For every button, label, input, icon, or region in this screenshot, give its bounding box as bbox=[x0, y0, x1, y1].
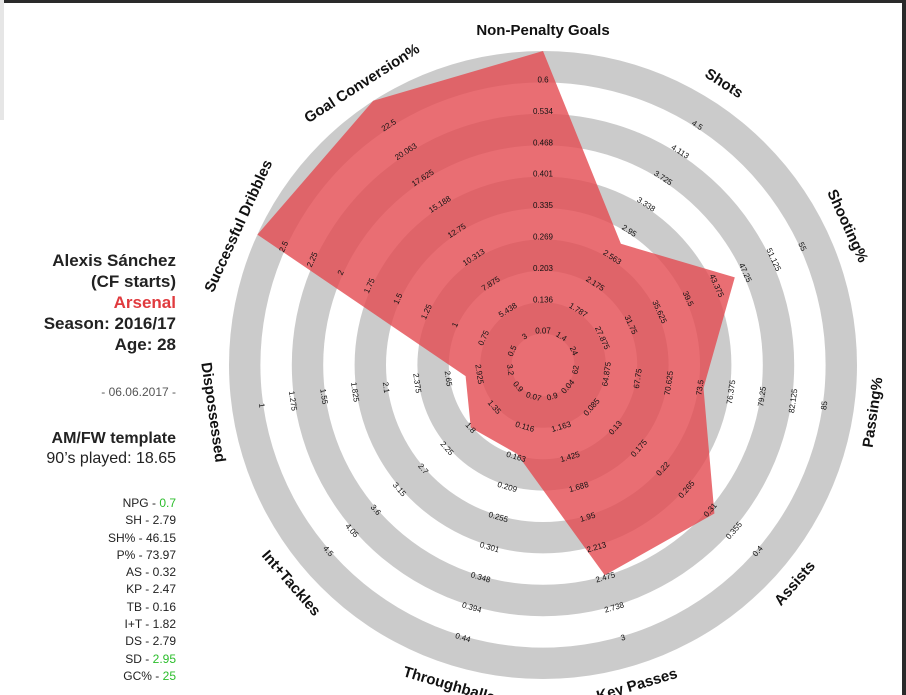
stat-label: SD bbox=[125, 651, 142, 666]
tick-label: 3 bbox=[620, 633, 627, 643]
tick-label: 0.07 bbox=[525, 390, 543, 403]
tick-label: 2.5 bbox=[277, 239, 290, 253]
stat-label: AS bbox=[125, 565, 142, 580]
player-season: Season: 2016/17 bbox=[43, 314, 176, 333]
report-date: - 06.06.2017 - bbox=[101, 385, 176, 399]
stats-list: NPG - 0.7 SH - 2.79 SH% - 46.15 P% - 73.97 A… bbox=[0, 495, 176, 685]
stat-value: 2.79 bbox=[152, 513, 176, 528]
stat-row: SH - 2.79 bbox=[125, 513, 176, 528]
tick-label: 0.44 bbox=[454, 631, 472, 644]
tick-label: 2.925 bbox=[473, 364, 485, 386]
stat-value: 25 bbox=[162, 668, 176, 683]
stat-value: 73.97 bbox=[145, 547, 176, 562]
tick-label: 62 bbox=[571, 364, 581, 375]
stat-value: 2.95 bbox=[152, 651, 176, 666]
tick-label: 70.625 bbox=[663, 370, 675, 396]
window-top-border bbox=[0, 0, 906, 3]
tick-label: 55 bbox=[796, 241, 808, 253]
stat-value: 0.7 bbox=[159, 496, 176, 510]
tick-label: 0.335 bbox=[533, 201, 554, 210]
stat-label: I+T bbox=[124, 617, 142, 632]
stat-label: P% bbox=[116, 547, 136, 562]
axis-label: Passing% bbox=[860, 376, 887, 449]
stat-row: SH% - 46.15 bbox=[107, 530, 176, 545]
tick-label: 3.2 bbox=[505, 364, 516, 377]
tick-label: 1.95 bbox=[579, 511, 597, 524]
stat-label: NPG bbox=[122, 496, 149, 510]
tick-label: 0.468 bbox=[533, 138, 554, 147]
tick-label: 0.9 bbox=[546, 391, 560, 403]
player-age: Age: 28 bbox=[114, 335, 176, 354]
stat-value: 2.79 bbox=[152, 634, 176, 649]
tick-label: 0.5 bbox=[506, 344, 519, 358]
player-info-panel: Alexis Sánchez (CF starts) Arsenal Seaso… bbox=[0, 250, 176, 685]
stat-row: SD - 2.95 bbox=[125, 651, 176, 666]
stat-row: DS - 2.79 bbox=[125, 634, 176, 649]
stat-value: 1.82 bbox=[152, 617, 176, 632]
tick-label: 2.375 bbox=[411, 373, 423, 395]
stat-value: 0.16 bbox=[152, 599, 176, 614]
player-name: Alexis Sánchez bbox=[52, 251, 176, 270]
tick-label: 2 bbox=[336, 268, 346, 276]
tick-label: 24 bbox=[568, 345, 580, 357]
player-position: (CF starts) bbox=[90, 272, 176, 291]
tick-label: 76.375 bbox=[725, 379, 737, 405]
stat-label: KP bbox=[126, 582, 142, 597]
stat-row: AS - 0.32 bbox=[125, 565, 176, 580]
stat-label: DS bbox=[125, 634, 142, 649]
stat-label: GC% bbox=[123, 668, 152, 683]
tick-label: 85 bbox=[819, 400, 829, 411]
template-title: AM/FW template bbox=[51, 430, 176, 447]
stat-row: GC% - 25 bbox=[123, 668, 176, 683]
axis-label: Shots bbox=[702, 65, 746, 102]
tick-label: 0.136 bbox=[533, 295, 554, 304]
player-club: Arsenal bbox=[113, 293, 176, 312]
tick-label: 1.55 bbox=[318, 388, 329, 405]
tick-label: 0.401 bbox=[533, 170, 554, 179]
tick-label: 64.875 bbox=[601, 361, 613, 387]
tick-label: 1.825 bbox=[349, 381, 361, 403]
stat-row: P% - 73.97 bbox=[116, 547, 176, 562]
tick-label: 1.5 bbox=[392, 291, 405, 305]
tick-label: 82.125 bbox=[787, 388, 799, 414]
tick-label: 67.75 bbox=[632, 368, 644, 390]
window-left-edge bbox=[0, 0, 4, 120]
stat-row: TB - 0.16 bbox=[126, 599, 176, 614]
stat-label: SH bbox=[125, 513, 142, 528]
tick-label: 79.25 bbox=[756, 385, 768, 407]
window-right-border bbox=[902, 0, 906, 695]
stat-value: 2.47 bbox=[152, 582, 176, 597]
axis-label: Dispossessed bbox=[197, 361, 228, 463]
tick-label: 73.5 bbox=[694, 379, 705, 396]
tick-label: 2.1 bbox=[381, 381, 392, 394]
tick-label: 2.65 bbox=[443, 370, 454, 387]
tick-label: 1.275 bbox=[287, 390, 299, 412]
stat-label: TB bbox=[126, 599, 142, 614]
axis-label: Non-Penalty Goals bbox=[476, 22, 609, 39]
tick-label: 1 bbox=[257, 403, 267, 409]
tick-label: 1 bbox=[450, 320, 460, 328]
stat-row: NPG - 0.7 bbox=[122, 496, 176, 510]
stat-value: 0.32 bbox=[152, 565, 176, 580]
tick-label: 0.534 bbox=[533, 107, 554, 116]
nineties-played: 90’s played: 18.65 bbox=[46, 450, 176, 467]
tick-label: 0.6 bbox=[537, 76, 549, 85]
radar-polygon bbox=[257, 51, 735, 576]
stat-row: I+T - 1.82 bbox=[124, 617, 177, 632]
tick-label: 0.07 bbox=[535, 327, 551, 336]
stat-row: KP - 2.47 bbox=[126, 582, 176, 597]
stat-value: 46.15 bbox=[145, 530, 176, 545]
tick-label: 0.203 bbox=[533, 264, 554, 273]
tick-label: 3 bbox=[520, 331, 529, 341]
tick-label: 0.269 bbox=[533, 233, 554, 242]
stat-label: SH% bbox=[107, 530, 136, 545]
